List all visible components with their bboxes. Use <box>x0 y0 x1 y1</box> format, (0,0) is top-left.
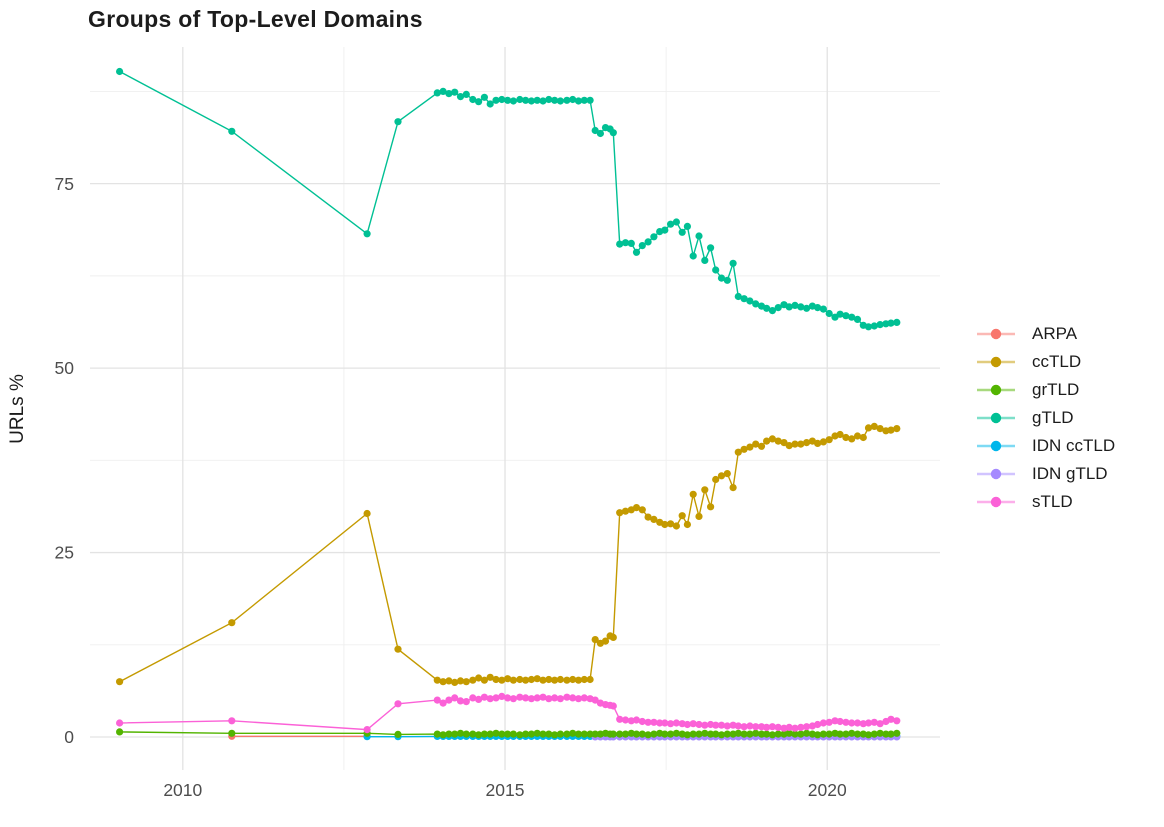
y-axis-tick-labels: 0 25 50 75 <box>55 174 75 747</box>
grid-major <box>90 47 940 770</box>
legend-label: ARPA <box>1032 324 1078 343</box>
series-ccTLD <box>116 422 901 687</box>
legend-label: IDN gTLD <box>1032 464 1108 483</box>
legend-label: gTLD <box>1032 408 1074 427</box>
legend-key-icon <box>977 440 1015 452</box>
svg-text:75: 75 <box>55 174 74 194</box>
legend-item-sTLD: sTLD <box>976 488 1115 516</box>
svg-text:0: 0 <box>64 727 74 747</box>
legend-item-IDN-ccTLD: IDN ccTLD <box>976 432 1115 460</box>
legend-item-grTLD: grTLD <box>976 376 1115 404</box>
series-sTLD <box>116 692 901 734</box>
legend-key-icon <box>977 412 1015 424</box>
legend-item-ARPA: ARPA <box>976 320 1115 348</box>
svg-text:25: 25 <box>55 543 74 563</box>
legend-label: grTLD <box>1032 380 1080 399</box>
legend-key-icon <box>977 384 1015 396</box>
legend-key-icon <box>977 496 1015 508</box>
legend-key-icon <box>977 468 1015 480</box>
svg-text:2015: 2015 <box>486 780 525 800</box>
svg-text:2010: 2010 <box>163 780 202 800</box>
x-axis-tick-labels: 2010 2015 2020 <box>163 780 847 800</box>
legend-label: sTLD <box>1032 492 1073 511</box>
legend-key-icon <box>977 328 1015 340</box>
grid-minor <box>90 47 940 770</box>
plot-title: Groups of Top-Level Domains <box>88 6 423 32</box>
legend-key-icon <box>977 356 1015 368</box>
svg-text:50: 50 <box>55 358 75 378</box>
legend-label: IDN ccTLD <box>1032 436 1116 455</box>
legend-item-IDN-gTLD: IDN gTLD <box>976 460 1115 488</box>
legend: ARPA ccTLD grTLD gTLD IDN ccTLD IDN gTLD sTLD <box>976 320 1115 516</box>
series-grTLD <box>116 728 901 739</box>
legend-item-gTLD: gTLD <box>976 404 1115 432</box>
legend-label: ccTLD <box>1032 352 1082 371</box>
svg-text:2020: 2020 <box>808 780 847 800</box>
legend-item-ccTLD: ccTLD <box>976 348 1115 376</box>
series-gTLD <box>116 67 901 331</box>
